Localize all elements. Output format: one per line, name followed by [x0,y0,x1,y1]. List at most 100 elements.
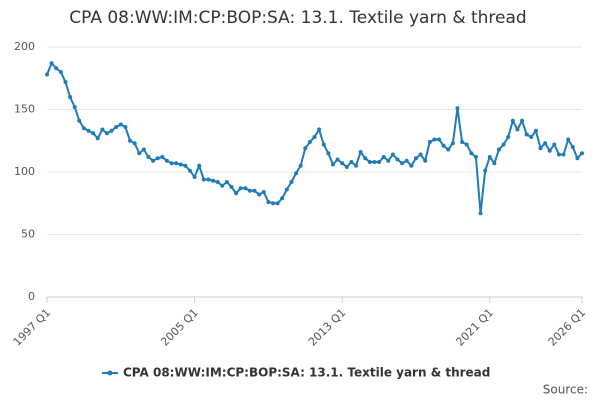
data-point [575,156,580,161]
data-point [132,141,137,146]
x-tick-label: 2013 Q1 [306,306,349,349]
data-point [49,61,54,66]
data-point [275,201,280,206]
data-point [381,155,386,159]
data-point [197,163,202,168]
data-point [284,187,289,192]
data-point [146,155,151,159]
data-point [247,188,252,193]
data-point [354,163,359,168]
data-point [386,158,391,163]
data-point [289,180,294,184]
data-point [183,163,188,168]
data-point [510,118,515,123]
data-point [469,151,474,156]
data-point [104,131,109,136]
data-point [151,158,156,163]
y-tick-label: 200 [14,40,35,53]
data-point [561,152,566,157]
data-point [349,160,354,164]
data-point [303,146,308,151]
data-point [234,191,239,196]
data-point [409,163,414,168]
data-point [54,66,59,71]
data-point [344,165,349,169]
y-tick-label: 0 [28,290,35,303]
x-tick-label: 1997 Q1 [11,306,54,349]
data-point [395,157,400,162]
data-point [178,162,183,167]
data-point [515,127,520,132]
x-tick-label: 2021 Q1 [453,306,496,349]
data-point [455,106,460,111]
data-point [270,201,275,206]
data-point [224,180,229,184]
data-point [390,152,395,157]
data-point [169,161,174,166]
data-point [261,190,266,194]
data-point [478,211,483,216]
data-point [335,157,340,162]
data-point [187,168,192,173]
data-point [473,155,478,159]
data-point [437,137,442,142]
data-point [404,158,409,163]
data-point [280,196,285,201]
data-point [86,128,91,133]
source: Source: [543,383,588,397]
data-point [206,177,211,182]
data-point [340,161,345,166]
data-point [257,192,262,197]
data-point [580,151,584,156]
data-point [520,118,525,123]
data-point [307,140,312,144]
data-point [538,146,543,151]
data-point [446,147,451,152]
data-point [317,127,322,132]
data-point [400,161,405,166]
data-point [211,178,216,183]
data-point [174,161,179,166]
data-point [298,163,303,168]
data-point [552,142,557,147]
data-point [372,160,377,164]
data-point [128,138,133,143]
data-point [63,80,68,84]
y-tick-label: 100 [14,165,35,178]
data-point [464,142,469,147]
data-point [58,70,63,74]
x-tick-label: 2005 Q1 [158,306,201,349]
data-point [68,95,73,99]
y-tick-label: 50 [21,228,35,241]
data-point [450,141,455,146]
data-point [164,158,169,163]
legend-marker [107,370,113,376]
data-point [114,125,119,129]
data-point [566,137,571,142]
data-point [367,160,372,164]
data-point [160,155,165,159]
data-point [100,127,105,132]
data-point [496,147,501,152]
data-point [215,180,220,184]
data-point [266,200,271,204]
data-point [427,140,432,144]
data-point [492,161,497,166]
data-point [72,105,77,109]
data-point [91,131,96,136]
data-point [95,136,100,141]
data-point [220,183,225,188]
data-point [441,143,446,148]
data-point [137,151,142,156]
data-point [294,171,299,176]
data-point [81,126,86,131]
data-point [118,122,123,127]
data-point [77,118,82,123]
data-point [524,132,529,137]
data-point [155,156,160,161]
data-point [543,141,548,146]
data-point [243,186,248,191]
data-point [201,177,206,182]
data-point [45,72,49,77]
